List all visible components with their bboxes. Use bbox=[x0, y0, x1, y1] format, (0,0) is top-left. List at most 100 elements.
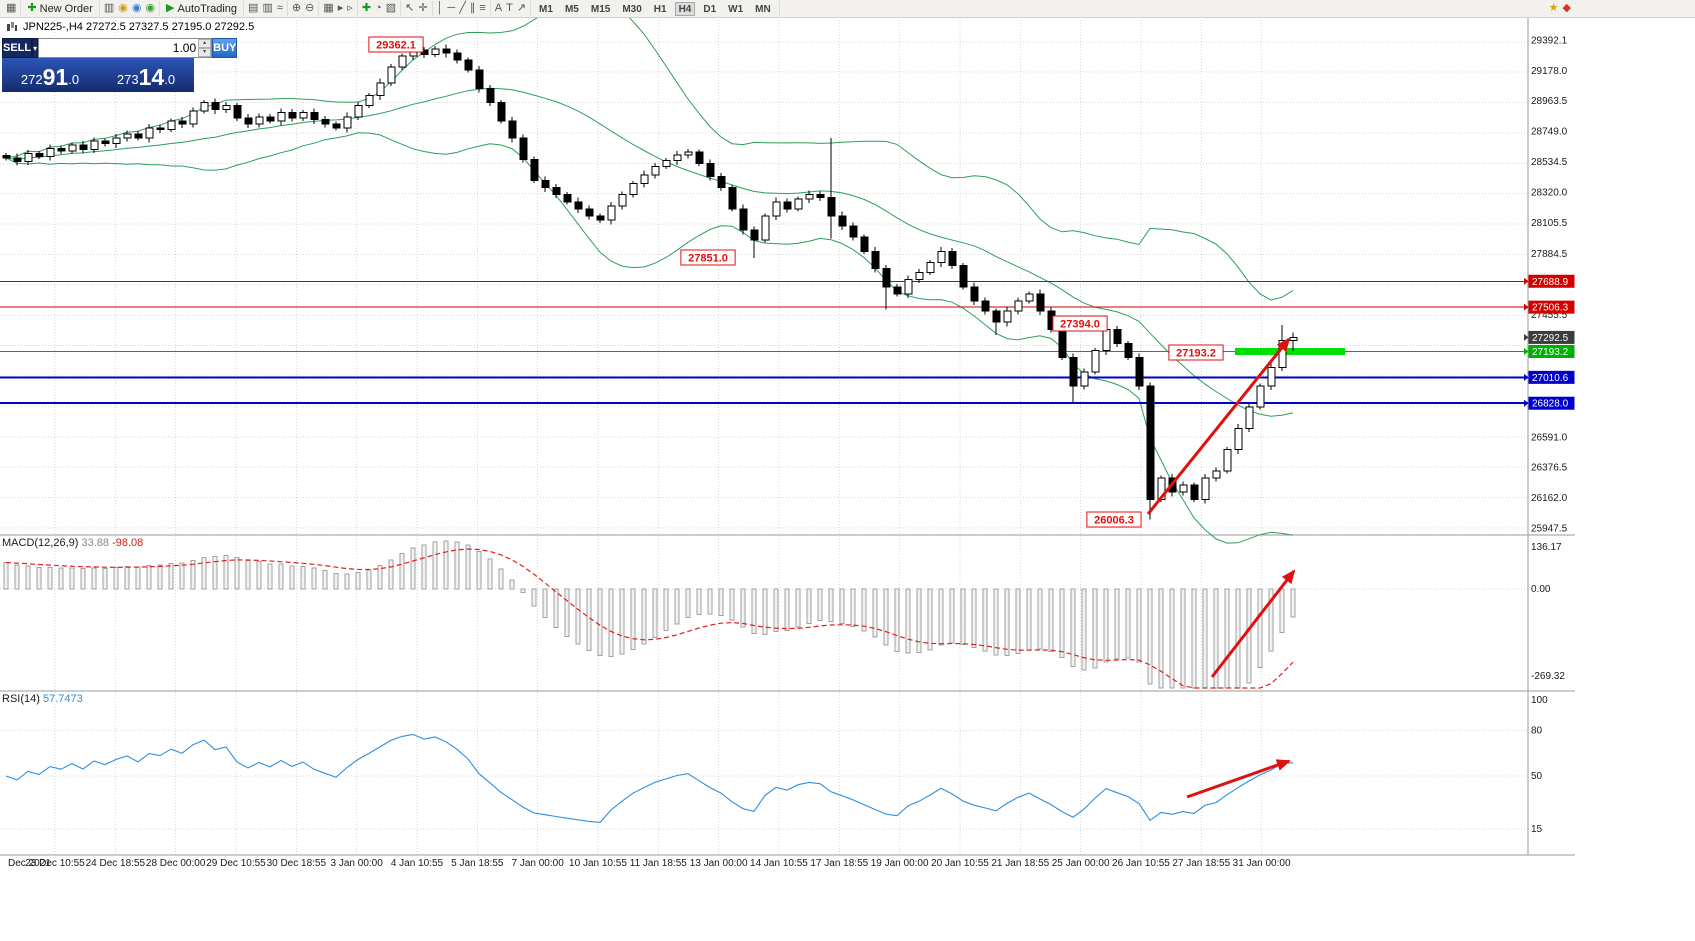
label-icon[interactable]: T bbox=[506, 2, 513, 14]
sell-price[interactable]: 272 91.0 bbox=[2, 58, 98, 92]
callout-box[interactable] bbox=[368, 36, 424, 53]
tile-windows-icon[interactable]: ▦ bbox=[323, 2, 334, 14]
timeframe-button-m5[interactable]: M5 bbox=[561, 2, 583, 16]
zoom-in-icon[interactable]: ⊕ bbox=[291, 2, 302, 14]
toolbar-group: ▦ bbox=[2, 1, 22, 16]
line-chart-icon[interactable]: ≈ bbox=[276, 2, 283, 14]
autotrading-button-label: AutoTrading bbox=[177, 2, 238, 15]
indicators-icon[interactable]: ✚ bbox=[361, 2, 372, 14]
new-chart-icon[interactable]: ▦ bbox=[6, 2, 17, 14]
alerts-icon[interactable]: ◆ bbox=[1562, 2, 1571, 14]
timeframe-button-h1[interactable]: H1 bbox=[650, 2, 671, 16]
crosshair-icon[interactable]: ✛ bbox=[418, 2, 428, 14]
price-part: 91 bbox=[42, 64, 69, 90]
zoom-out-icon[interactable]: ⊖ bbox=[305, 2, 315, 14]
price-part: 14 bbox=[138, 64, 165, 90]
rsi-line bbox=[5, 733, 1294, 823]
one-click-top-row: SELL ▾ ▴ ▾ BUY bbox=[2, 38, 238, 58]
toolbar-group: ▶ AutoTrading bbox=[160, 1, 245, 16]
rsi-axis-label: 100 bbox=[1531, 695, 1548, 706]
macd-axis-label: -269.32 bbox=[1531, 671, 1565, 682]
terminal-icon[interactable]: ◉ bbox=[145, 2, 156, 14]
main-trend-arrow[interactable] bbox=[1146, 337, 1291, 515]
time-axis-label: 28 Dec 00:00 bbox=[146, 858, 206, 869]
rsi-trend-arrow[interactable] bbox=[1186, 759, 1291, 799]
timeframe-button-m15[interactable]: M15 bbox=[587, 2, 614, 16]
timeframe-button-w1[interactable]: W1 bbox=[724, 2, 747, 16]
time-axis-label: 26 Jan 10:55 bbox=[1112, 858, 1170, 869]
time-axis-label: 13 Jan 00:00 bbox=[690, 858, 748, 869]
price-marker-box bbox=[1528, 396, 1575, 410]
toolbar-group: ✚ New Order bbox=[21, 1, 100, 16]
timeframe-button-m30[interactable]: M30 bbox=[618, 2, 645, 16]
toolbar-group: ✚ ◔ ▧ bbox=[358, 1, 402, 16]
toolbar-group: ⊕ ⊖ bbox=[288, 1, 320, 16]
volume-up-button[interactable]: ▴ bbox=[198, 39, 212, 48]
fibonacci-icon[interactable]: ≡ bbox=[479, 2, 486, 14]
callout-box[interactable] bbox=[680, 249, 736, 266]
bar-chart-icon[interactable]: ▤ bbox=[248, 2, 259, 14]
price-marker-box bbox=[1528, 344, 1575, 358]
rsi-value: 57.7473 bbox=[42, 693, 83, 705]
navigator-icon[interactable]: ◉ bbox=[131, 2, 142, 14]
price-axis-label: 29178.0 bbox=[1531, 66, 1568, 77]
periods-icon[interactable]: ◔ bbox=[375, 2, 382, 14]
bollinger-bands bbox=[5, 0, 1294, 544]
buy-button[interactable]: BUY bbox=[212, 38, 238, 58]
price-marker-box bbox=[1528, 330, 1575, 344]
callout-box[interactable] bbox=[1086, 511, 1142, 528]
macd-trend-arrow[interactable] bbox=[1210, 569, 1296, 678]
volume-down-button[interactable]: ▾ bbox=[198, 48, 212, 57]
callout-box[interactable] bbox=[1168, 344, 1224, 361]
callout-box[interactable] bbox=[1052, 315, 1108, 332]
templates-icon[interactable]: ▧ bbox=[385, 2, 397, 14]
chart-shift-icon[interactable]: ▹ bbox=[347, 2, 353, 14]
timeframe-button-mn[interactable]: MN bbox=[751, 2, 775, 16]
callout-label: 26006.3 bbox=[1094, 515, 1134, 527]
autotrading-button[interactable]: ▶ AutoTrading bbox=[164, 1, 239, 16]
timeframe-button-d1[interactable]: D1 bbox=[699, 2, 720, 16]
price-marker-label: 27292.5 bbox=[1532, 333, 1569, 344]
timeframe-button-m1[interactable]: M1 bbox=[535, 2, 557, 16]
time-axis-label: 24 Dec 18:55 bbox=[86, 858, 146, 869]
callout-label: 27851.0 bbox=[688, 253, 728, 265]
support-zone-highlight[interactable] bbox=[1235, 347, 1345, 355]
vertical-line-icon[interactable]: │ bbox=[436, 2, 444, 14]
equidistant-channel-icon[interactable]: ∥ bbox=[469, 2, 476, 14]
price-part: .0 bbox=[164, 72, 176, 87]
price-marker-label: 26828.0 bbox=[1532, 399, 1569, 410]
price-callouts: 29362.1 27851.0 27394.0 27193.2 26006.3 bbox=[368, 36, 1224, 528]
time-axis-label: 17 Jan 18:55 bbox=[810, 858, 868, 869]
time-axis-label: 11 Jan 18:55 bbox=[630, 858, 688, 869]
horizontal-line-icon[interactable]: ─ bbox=[447, 2, 456, 14]
time-axis-label: Dec 2021 bbox=[8, 858, 51, 869]
candlestick-icon[interactable]: ▥ bbox=[262, 2, 273, 14]
arrows-icon[interactable]: ↗ bbox=[516, 2, 527, 14]
timeframe-button-h4[interactable]: H4 bbox=[674, 1, 696, 16]
volume-dropdown-icon[interactable]: ▾ bbox=[32, 38, 39, 58]
callout-label: 27394.0 bbox=[1060, 319, 1100, 331]
new-order-button[interactable]: ✚ New Order bbox=[25, 1, 94, 16]
sell-button[interactable]: SELL bbox=[2, 38, 33, 58]
profiles-icon[interactable]: ▥ bbox=[103, 2, 115, 14]
new-order-plus-icon: ✚ bbox=[27, 2, 37, 14]
time-axis-label: 20 Jan 10:55 bbox=[931, 858, 989, 869]
auto-scroll-icon[interactable]: ▸ bbox=[337, 2, 344, 14]
price-part: .0 bbox=[68, 72, 80, 87]
trendline-icon[interactable]: ╱ bbox=[459, 2, 466, 14]
cursor-icon[interactable]: ↖ bbox=[405, 2, 415, 14]
autotrading-play-icon: ▶ bbox=[166, 2, 175, 14]
favorites-icon[interactable]: ★ bbox=[1548, 2, 1559, 14]
price-axis-label: 28963.5 bbox=[1531, 96, 1568, 107]
rsi-name: RSI(14) bbox=[2, 693, 40, 705]
text-icon[interactable]: A bbox=[494, 2, 503, 14]
toolbar-group: ↖ ✛ bbox=[401, 1, 433, 16]
market-watch-icon[interactable]: ◉ bbox=[118, 2, 128, 14]
macd-value-1: 33.88 bbox=[81, 537, 110, 549]
volume-input[interactable] bbox=[39, 39, 199, 57]
price-marker-label: 27193.2 bbox=[1532, 347, 1569, 358]
buy-price[interactable]: 273 14.0 bbox=[98, 58, 194, 92]
toolbar-group: ▥ ◉ ◉ ◉ bbox=[100, 1, 161, 16]
price-part: 272 bbox=[20, 72, 43, 87]
